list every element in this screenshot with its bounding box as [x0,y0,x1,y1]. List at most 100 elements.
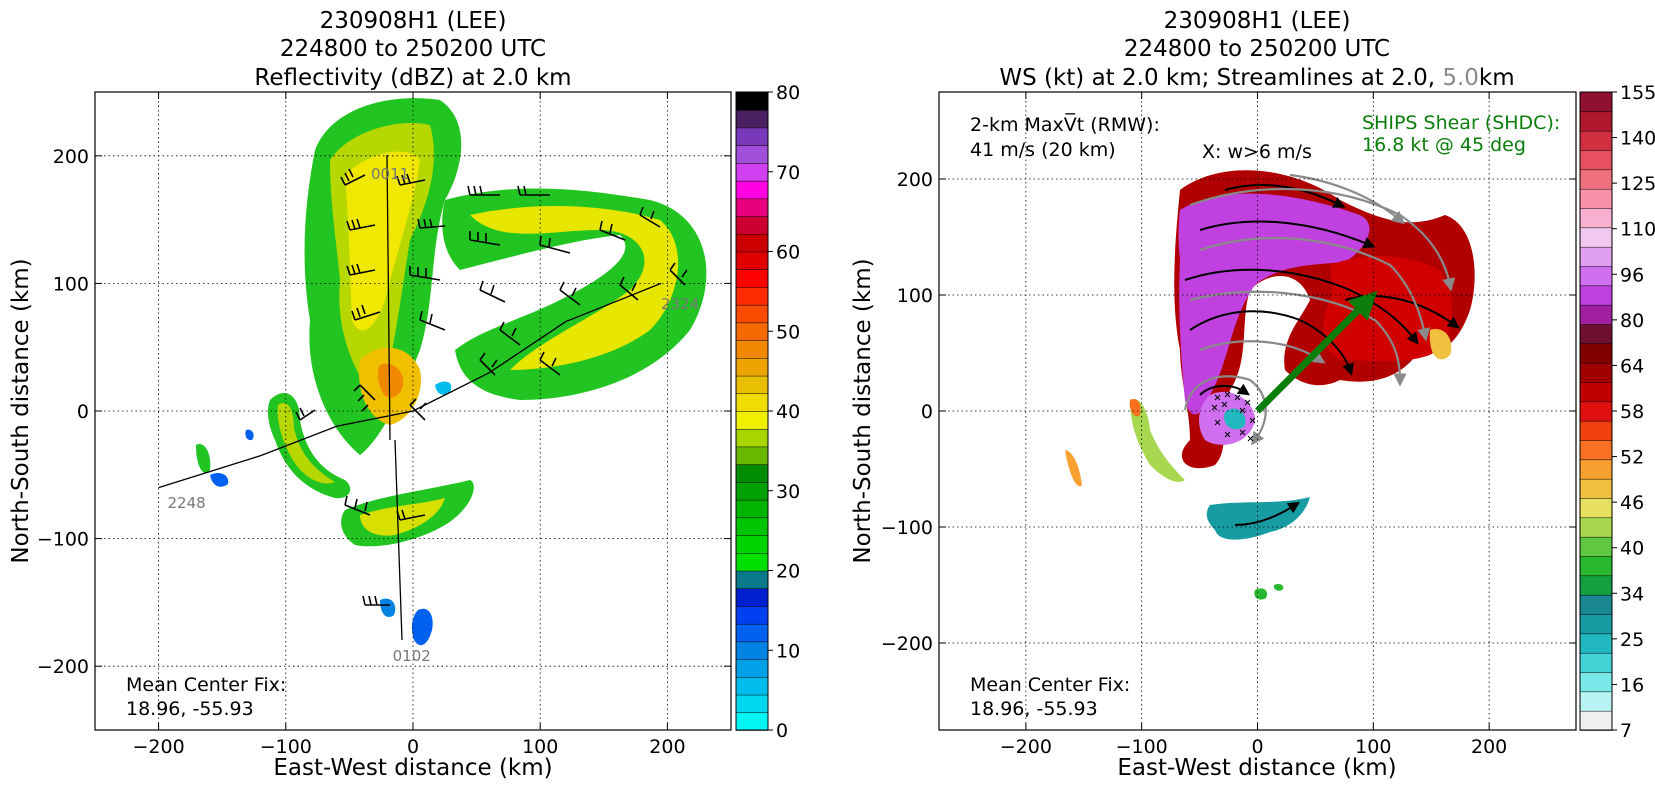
right-colorbar-label: 110 [1620,219,1655,241]
left-colorbar-bin [735,641,769,660]
left-track-labels: 2248 0102 2324 0011 [168,165,700,665]
right-colorbar-bin [1579,111,1613,132]
windspeed-field [1065,170,1475,600]
right-colorbar-bin [1579,149,1613,171]
right-ytick-label: −100 [881,517,933,539]
right-colorbar-bin [1579,439,1613,461]
right-colorbar-bin [1579,517,1613,538]
left-center-fix-line2: 18.96, -55.93 [126,698,254,720]
maxvt-line2: 41 m/s (20 km) [970,139,1116,161]
right-xtick-label: 0 [1251,736,1263,758]
echo-east-core [470,205,679,370]
updraft-legend: X: w>6 m/s [1202,141,1312,163]
right-xtick-label: 200 [1471,736,1507,758]
left-colorbar-bin [735,552,769,572]
left-colorbar-bin [735,658,769,678]
right-colorbar-label: 16 [1620,674,1644,696]
right-colorbar-bin [1579,652,1613,673]
left-colorbar-bin [735,446,769,465]
wind-barbs [295,168,688,606]
streamlines-2km [1184,184,1460,526]
right-colorbar-bin [1579,169,1613,190]
right-title-line3-level: 5.0 [1442,65,1479,91]
windspeed-panel: 230908H1 (LEE) 224800 to 250200 UTC WS (… [850,8,1655,781]
left-colorbar-bin [735,144,769,164]
left-colorbar-bin [735,180,769,200]
right-title-line2: 224800 to 250200 UTC [1124,36,1390,62]
ws-yellow-east [1429,329,1452,360]
left-xlabel: East-West distance (km) [273,755,552,781]
right-colorbar-bin [1579,536,1613,557]
right-xtick-label: −200 [1000,736,1052,758]
ws-west-band [1130,399,1185,482]
echo-west-band-core [277,402,335,484]
right-center-fix-line2: 18.96, -55.93 [970,698,1098,720]
left-colorbar-bin [735,534,769,554]
left-title-line2: 224800 to 250200 UTC [280,36,546,62]
left-colorbar-bin [735,428,769,448]
right-ytick-label: 100 [897,285,933,307]
left-colorbar-bin [735,91,769,111]
left-colorbar-label: 0 [776,720,788,742]
right-colorbar-label: 155 [1620,82,1655,104]
right-colorbar-bin [1579,633,1613,654]
right-ylabel: North-South distance (km) [850,258,876,563]
ws-eye-center [1224,408,1246,430]
left-xtick-label: 100 [522,736,558,758]
right-xtick-label: −100 [1116,736,1168,758]
right-title-line3-unit: km [1479,65,1515,91]
right-colorbar-label: 40 [1620,538,1644,560]
echo-small-blue-west [245,429,254,441]
left-colorbar-bin [735,215,769,235]
ws-south-speck [1254,588,1268,600]
aircraft-track [158,282,662,489]
left-xtick-label: 200 [649,736,685,758]
track-time-label: 0011 [371,165,409,183]
right-ytick-label: 200 [897,169,933,191]
left-colorbar-bin [735,517,769,536]
left-colorbar-label: 30 [776,481,800,503]
ws-purple-core [1178,193,1370,415]
ws-south-teal [1206,497,1310,540]
right-colorbar-bin [1579,575,1613,596]
aircraft-track-ns [386,154,391,441]
left-colorbar-label: 20 [776,561,800,583]
right-colorbar-bin [1579,497,1613,519]
left-xtick-label: −200 [133,736,185,758]
right-colorbar-labels: 7 16 25 34 40 46 52 58 64 80 96 110 125 140 155 [1612,82,1655,742]
left-ytick-label: 200 [53,146,89,168]
right-colorbar-bin [1579,362,1613,383]
left-ylabel: North-South distance (km) [8,258,34,563]
echo-far-west [196,444,211,473]
left-colorbar-bin [735,357,769,377]
left-colorbar-bin [735,322,769,341]
right-colorbar-bin [1579,130,1613,151]
shear-line1: SHIPS Shear (SHDC): [1362,112,1560,134]
left-colorbar-bin [735,499,769,519]
left-colorbar-label: 50 [776,321,800,343]
left-colorbar-label: 70 [776,162,800,184]
left-xtick-label: 0 [407,736,419,758]
track-time-label: 2248 [168,494,206,512]
echo-south-blue [411,608,433,646]
right-colorbar-label: 34 [1620,583,1644,605]
ws-west-band-edge [1129,399,1141,417]
left-colorbar-bin [735,623,769,643]
echo-cyan-east [435,381,452,395]
right-xtick-label: 100 [1355,736,1391,758]
right-colorbar-label: 80 [1620,310,1644,332]
right-colorbar-bin [1579,246,1613,267]
right-colorbar-bin [1579,265,1613,287]
right-title-line1: 230908H1 (LEE) [1164,8,1351,34]
maxvt-line1: 2-km MaxV̅t (RMW): [970,112,1160,136]
right-colorbar-bin [1579,188,1613,209]
reflectivity-field [158,98,707,646]
left-title-line1: 230908H1 (LEE) [320,8,507,34]
left-colorbar-bin [735,127,769,146]
reflectivity-panel: 230908H1 (LEE) 224800 to 250200 UTC Refl… [8,8,800,781]
right-colorbar-bin [1579,613,1613,635]
right-colorbar-label: 46 [1620,492,1644,514]
left-colorbar-bin [735,268,769,288]
right-colorbar-bin [1579,691,1613,712]
track-time-label: 2324 [661,295,699,313]
